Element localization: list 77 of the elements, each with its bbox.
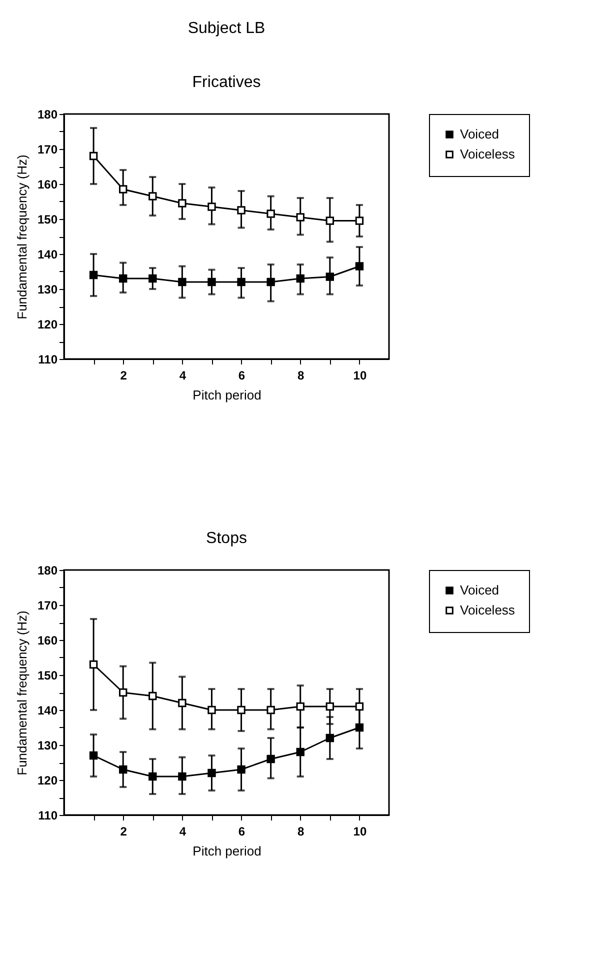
y-tick-label: 180 (37, 564, 58, 578)
point (237, 278, 246, 286)
point (237, 706, 246, 714)
y-axis-title: Fundamental frequency (Hz) (14, 154, 30, 320)
y-tick-label: 170 (37, 142, 58, 156)
point (296, 702, 304, 711)
point (118, 688, 128, 697)
point (178, 199, 186, 208)
point (178, 698, 186, 708)
y-tick-label: 120 (37, 318, 58, 332)
point (296, 213, 304, 222)
point (326, 702, 334, 711)
x-tick-label: 6 (238, 368, 246, 382)
point (266, 754, 275, 764)
point (296, 748, 304, 756)
x-tick-label: 10 (353, 368, 367, 382)
y-tick-label: 160 (37, 178, 58, 192)
point (178, 278, 186, 286)
point (326, 216, 334, 225)
point (355, 262, 364, 270)
point (89, 751, 98, 760)
point (355, 216, 364, 225)
x-axis-title: Pitch period (192, 388, 262, 402)
point (89, 152, 98, 160)
chart-title: Stops (206, 530, 247, 547)
legend-label: Voiced (460, 126, 500, 142)
chart-subtitle: Fricatives (192, 74, 261, 91)
point (266, 210, 275, 218)
x-axis-title: Pitch period (192, 844, 262, 858)
x-tick-label: 4 (179, 824, 186, 838)
y-axis-title: Fundamental frequency (Hz) (14, 610, 30, 776)
x-tick-label: 2 (120, 824, 128, 838)
y-tick-label: 130 (37, 738, 58, 752)
legend-label: Voiced (460, 582, 500, 598)
y-tick-label: 110 (38, 808, 58, 822)
point (89, 660, 98, 669)
y-tick-label: 120 (37, 774, 58, 788)
legend-label: Voiceless (460, 602, 516, 618)
x-tick-label: 8 (298, 368, 305, 382)
point (208, 278, 216, 286)
point (355, 723, 364, 732)
y-tick-label: 140 (37, 704, 58, 718)
point (208, 768, 216, 778)
point (148, 772, 157, 781)
point (118, 765, 128, 774)
point (89, 270, 98, 280)
point (326, 272, 334, 281)
point (148, 274, 157, 283)
y-tick-label: 170 (37, 598, 58, 612)
point (296, 274, 304, 283)
point (237, 765, 246, 774)
x-tick-label: 10 (353, 824, 367, 838)
point (355, 702, 364, 711)
point (118, 185, 128, 194)
point (148, 692, 157, 700)
chart-title: Subject LB (188, 20, 266, 37)
point (266, 706, 275, 714)
y-tick-label: 150 (37, 212, 58, 226)
point (326, 734, 334, 742)
legend-label: Voiceless (460, 146, 516, 162)
point (208, 202, 216, 211)
y-tick-label: 180 (37, 108, 58, 122)
point (266, 278, 275, 286)
point (148, 192, 157, 200)
point (118, 274, 128, 283)
y-tick-label: 110 (38, 352, 58, 366)
y-tick-label: 150 (37, 668, 58, 682)
x-tick-label: 8 (298, 824, 305, 838)
y-tick-label: 130 (37, 282, 58, 296)
y-tick-label: 140 (37, 248, 58, 262)
x-tick-label: 4 (179, 368, 186, 382)
point (208, 706, 216, 714)
x-tick-label: 2 (120, 368, 128, 382)
point (178, 772, 186, 781)
point (237, 206, 246, 214)
y-tick-label: 160 (37, 634, 58, 648)
x-tick-label: 6 (238, 824, 246, 838)
